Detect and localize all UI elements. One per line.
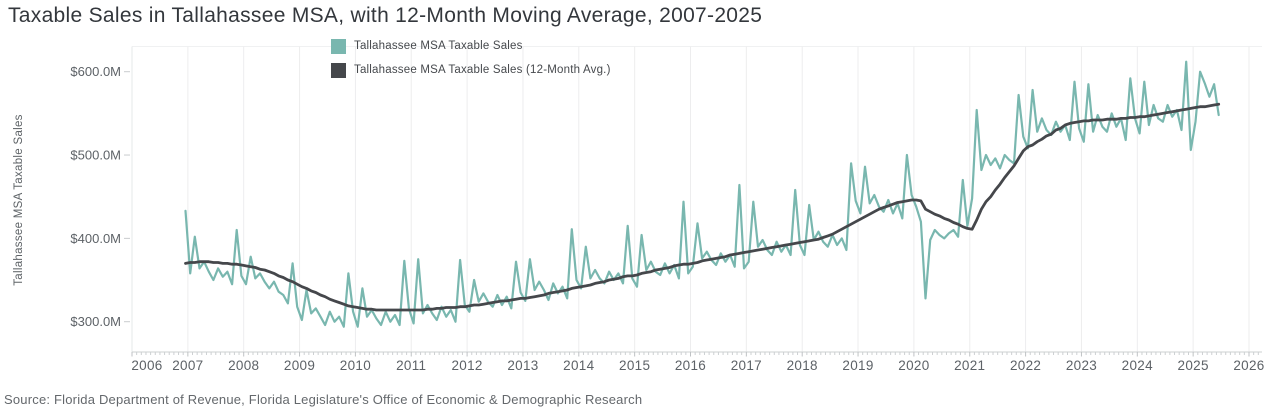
x-tick-label-2019: 2019 bbox=[842, 358, 873, 373]
legend-label-moving-average: Tallahassee MSA Taxable Sales (12-Month … bbox=[354, 64, 611, 76]
y-tick-label-600: $600.0M bbox=[70, 64, 121, 79]
x-tick-label-2009: 2009 bbox=[284, 358, 315, 373]
x-tick-label-2013: 2013 bbox=[507, 358, 538, 373]
x-tick-label-2011: 2011 bbox=[396, 358, 426, 373]
x-tick-label-2008: 2008 bbox=[228, 358, 259, 373]
x-tick-label-2014: 2014 bbox=[563, 358, 594, 373]
y-tick-label-300: $300.0M bbox=[70, 314, 121, 329]
y-tick-label-500: $500.0M bbox=[70, 148, 121, 163]
x-tick-label-2007: 2007 bbox=[172, 358, 203, 373]
legend-item-taxable-sales: Tallahassee MSA Taxable Sales bbox=[331, 38, 611, 54]
x-tick-label-2020: 2020 bbox=[898, 358, 929, 373]
x-tick-label-2010: 2010 bbox=[340, 358, 371, 373]
x-tick-label-2012: 2012 bbox=[451, 358, 482, 373]
x-tick-label-2016: 2016 bbox=[675, 358, 706, 373]
y-tick-label-400: $400.0M bbox=[70, 231, 121, 246]
series-line-moving-average bbox=[184, 102, 1221, 312]
series-line-monthly bbox=[184, 60, 1220, 328]
legend-swatch-taxable-sales bbox=[331, 38, 346, 54]
x-tick-label-2025: 2025 bbox=[1178, 358, 1209, 373]
x-tick-label-2021: 2021 bbox=[954, 358, 985, 373]
x-tick-label-2018: 2018 bbox=[787, 358, 818, 373]
chart-title: Taxable Sales in Tallahassee MSA, with 1… bbox=[8, 4, 763, 27]
x-tick-label-2015: 2015 bbox=[619, 358, 650, 373]
legend-item-moving-average: Tallahassee MSA Taxable Sales (12-Month … bbox=[331, 62, 611, 78]
source-note: Source: Florida Department of Revenue, F… bbox=[4, 392, 643, 407]
legend-swatch-moving-average bbox=[331, 62, 346, 78]
x-tick-label-2023: 2023 bbox=[1066, 358, 1097, 373]
legend-label-taxable-sales: Tallahassee MSA Taxable Sales bbox=[354, 40, 523, 52]
chart-legend: Tallahassee MSA Taxable Sales Tallahasse… bbox=[331, 38, 611, 86]
x-tick-label-2026: 2026 bbox=[1233, 358, 1264, 373]
x-tick-label-2024: 2024 bbox=[1122, 358, 1153, 373]
x-tick-label-2022: 2022 bbox=[1010, 358, 1041, 373]
y-axis-title: Tallahassee MSA Taxable Sales bbox=[13, 114, 25, 286]
x-tick-label-2006: 2006 bbox=[131, 358, 162, 373]
x-tick-label-2017: 2017 bbox=[731, 358, 762, 373]
